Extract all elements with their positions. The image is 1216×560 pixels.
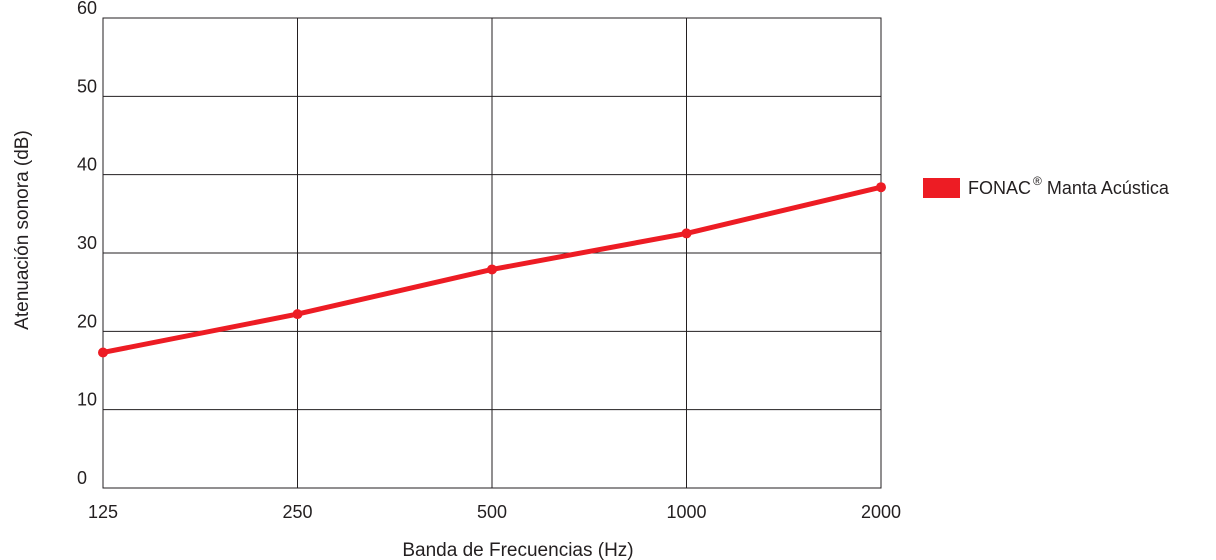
data-point — [876, 182, 886, 193]
legend-series-name: FONAC — [968, 178, 1031, 198]
x-tick-label: 1000 — [666, 502, 706, 522]
y-tick-label: 20 — [77, 311, 97, 331]
legend: FONAC ® Manta Acústica — [923, 174, 1170, 198]
data-point — [487, 264, 497, 275]
y-tick-label: 60 — [77, 0, 97, 18]
y-tick-label: 0 — [77, 468, 87, 488]
x-axis-title: Banda de Frecuencias (Hz) — [402, 540, 633, 560]
plot-area — [102, 17, 882, 489]
series-layer — [98, 182, 886, 358]
data-point — [292, 309, 303, 320]
x-tick-label: 250 — [282, 502, 312, 522]
data-point — [681, 228, 692, 239]
x-tick-label: 500 — [477, 502, 507, 522]
x-axis-tick-labels: 125 250 500 1000 2000 — [88, 502, 901, 522]
grid-lines — [103, 18, 881, 488]
y-axis-tick-labels: 0 10 20 30 40 50 60 — [77, 0, 97, 488]
y-tick-label: 40 — [77, 155, 97, 175]
legend-series-suffix: Manta Acústica — [1042, 178, 1170, 198]
legend-label: FONAC ® Manta Acústica — [968, 174, 1170, 198]
data-point — [98, 347, 108, 358]
legend-swatch — [923, 178, 960, 198]
x-tick-label: 2000 — [861, 502, 901, 522]
legend-registered-mark: ® — [1033, 174, 1042, 188]
y-tick-label: 10 — [77, 390, 97, 410]
y-axis-title: Atenuación sonora (dB) — [12, 130, 33, 330]
y-tick-label: 30 — [77, 233, 97, 253]
y-tick-label: 50 — [77, 76, 97, 96]
x-tick-label: 125 — [88, 502, 118, 522]
